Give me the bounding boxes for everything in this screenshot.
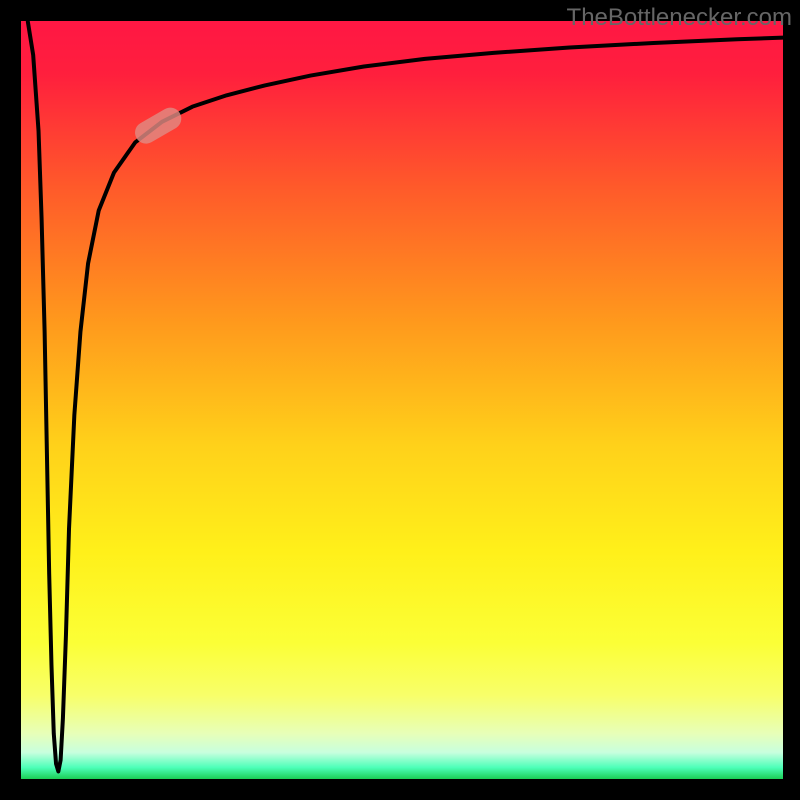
plot-svg: [21, 21, 783, 779]
plot-area: [21, 21, 783, 779]
chart-container: TheBottlenecker.com: [0, 0, 800, 800]
